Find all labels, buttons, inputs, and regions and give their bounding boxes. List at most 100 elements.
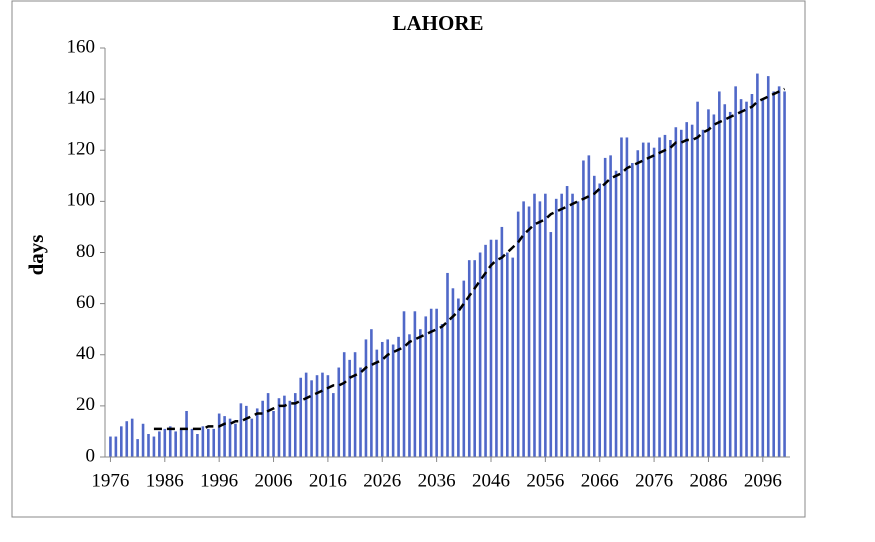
bar [554,198,558,457]
bar [201,426,205,457]
bar [783,91,786,458]
bar [408,334,411,457]
bar [299,377,303,457]
bar [712,114,716,458]
bar [620,137,623,457]
bar [163,428,167,457]
bar [592,175,596,457]
x-tick-label: 1996 [200,470,238,491]
bar [506,252,509,457]
bar [565,186,569,457]
y-tick-label: 120 [67,139,96,160]
bar [473,260,476,457]
bar [120,426,123,457]
bar [696,101,699,458]
bar [685,122,689,457]
bar [228,418,232,457]
bar [718,91,721,458]
bar [359,367,362,457]
bar [266,393,270,457]
bar [571,193,574,458]
x-tick-label: 2056 [526,470,564,491]
bar [223,416,226,457]
bar [185,410,188,457]
bar [478,252,482,457]
x-tick-label: 2006 [255,470,293,491]
bar [723,104,727,458]
bar [739,99,743,457]
bar [326,375,330,457]
bar [179,428,183,457]
y-tick-label: 80 [76,241,95,262]
bar [516,211,520,457]
bar [147,433,150,457]
bar [522,201,525,457]
bar [451,288,455,457]
bar [293,393,297,457]
bar [158,431,161,457]
bar [750,94,754,457]
bar [206,428,210,457]
bar [424,316,428,457]
bar [652,147,656,457]
x-tick-label: 2076 [635,470,673,491]
bar [603,157,607,457]
bar [375,349,379,457]
x-tick-label: 1986 [146,470,184,491]
bar [777,86,781,457]
bar [484,244,487,457]
bar [370,329,373,457]
bar [217,413,221,457]
bar [641,142,645,458]
bar [261,400,264,457]
bar [500,226,504,457]
bar [631,163,634,457]
bar [130,418,134,457]
bar [125,421,129,457]
bar [658,137,661,457]
bar [196,433,199,457]
y-tick-label: 160 [67,36,96,57]
x-tick-label: 2066 [581,470,619,491]
bar [255,408,259,457]
bar [679,129,683,458]
bar [467,260,471,457]
bar [538,201,542,457]
bar [337,367,341,457]
bar [745,101,748,458]
bar [457,298,460,457]
chart-title: LAHORE [392,11,483,35]
bar [549,232,553,457]
bar [304,372,308,457]
bar [761,99,765,457]
bar [250,418,254,457]
bar [348,359,351,457]
bar [397,336,400,457]
bar [353,352,357,457]
bar [489,239,493,457]
y-tick-label: 60 [76,292,95,313]
bar [446,272,449,457]
bar [342,352,346,457]
bar [283,395,286,457]
y-tick-label: 0 [86,445,96,466]
bar [663,134,667,457]
bar [332,393,335,457]
x-tick-label: 2046 [472,470,510,491]
bar [587,155,591,458]
bar [598,183,602,457]
bar [527,206,531,457]
bar [674,127,678,458]
bar [462,280,466,457]
bar [772,91,775,458]
x-tick-label: 2096 [744,470,782,491]
y-tick-label: 140 [67,87,96,108]
x-tick-label: 2026 [363,470,401,491]
bar [609,155,612,458]
x-tick-label: 2036 [418,470,456,491]
bar [766,76,770,458]
bar [380,341,384,457]
bar [734,86,737,457]
bar [707,109,710,457]
bar [168,426,172,457]
